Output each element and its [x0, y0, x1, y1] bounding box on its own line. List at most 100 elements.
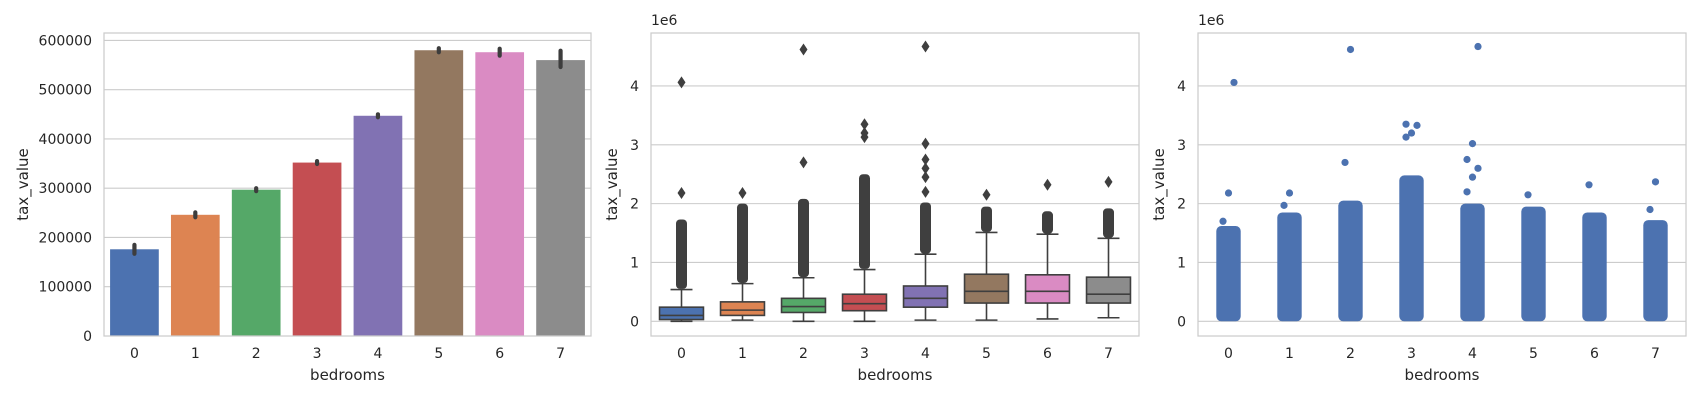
- outlier-marker: [921, 162, 930, 175]
- x-tick-label: 1: [1285, 346, 1294, 362]
- strip-point: [1468, 173, 1477, 181]
- outlier-marker: [738, 187, 747, 200]
- x-tick-label: 7: [556, 346, 565, 362]
- outlier-band: [859, 174, 870, 269]
- y-tick-label: 200000: [39, 230, 92, 246]
- y-tick-label: 4: [630, 79, 639, 95]
- outlier-marker: [982, 188, 991, 201]
- bar: [536, 60, 585, 336]
- y-tick-label: 1: [630, 255, 639, 271]
- strip-plot-panel: 0 1 2 3 4 0 1 2 3 4 5 6 7 bedrooms tax_value 1e6: [1150, 13, 1687, 384]
- box: [902, 285, 949, 308]
- axes-frame: [1197, 32, 1687, 337]
- y-tick-label: 4: [1177, 79, 1186, 95]
- y-offset-label: 1e6: [651, 13, 678, 29]
- box: [658, 306, 705, 321]
- box: [1085, 276, 1132, 304]
- x-axis-label: bedrooms: [1405, 366, 1480, 384]
- y-tick-label: 2: [630, 197, 639, 213]
- x-tick-label: 4: [373, 346, 382, 362]
- outlier-band: [737, 203, 748, 284]
- strip-point: [1524, 191, 1532, 199]
- y-axis-label: tax_value: [603, 148, 622, 220]
- outlier-marker: [921, 171, 930, 184]
- y-tick-label: 400000: [39, 132, 92, 148]
- box: [719, 301, 766, 317]
- strip-point: [1224, 189, 1233, 197]
- strip-band: [1338, 200, 1363, 322]
- bar: [414, 50, 464, 337]
- x-tick-label: 1: [738, 346, 747, 362]
- strip-point: [1413, 121, 1421, 129]
- x-tick-label: 6: [495, 346, 504, 362]
- bar-chart-panel: 0 100000 200000 300000 400000 500000 600000 0 1 2…: [14, 32, 592, 384]
- x-tick-label: 5: [1529, 346, 1538, 362]
- x-axis-label: bedrooms: [310, 366, 385, 384]
- outlier-marker: [921, 40, 930, 53]
- strip-point: [1346, 45, 1355, 54]
- x-axis-label: bedrooms: [858, 366, 933, 384]
- y-tick-label: 100000: [39, 280, 92, 296]
- outlier-marker: [860, 127, 869, 140]
- bar: [110, 249, 159, 336]
- outlier-marker: [921, 185, 930, 198]
- strip-point: [1402, 133, 1410, 141]
- outlier-marker: [799, 43, 808, 56]
- y-tick-label: 3: [630, 138, 639, 154]
- outlier-marker: [921, 153, 930, 166]
- x-tick-label: 4: [921, 346, 930, 362]
- strip-point: [1474, 42, 1482, 51]
- strip-point: [1646, 205, 1654, 214]
- strip-point: [1407, 129, 1416, 137]
- x-tick-label: 3: [860, 346, 869, 362]
- strip-point: [1285, 189, 1294, 197]
- x-tick-label: 0: [130, 346, 139, 362]
- bar: [170, 214, 220, 336]
- outlier-marker: [860, 118, 869, 131]
- y-tick-label: 1: [1177, 255, 1186, 271]
- x-tick-label: 2: [252, 346, 261, 362]
- strip-point: [1341, 158, 1349, 167]
- x-tick-label: 4: [1468, 346, 1477, 362]
- outlier-band: [1103, 208, 1114, 238]
- y-axis-label: tax_value: [14, 148, 33, 220]
- outlier-band: [920, 202, 931, 254]
- outlier-band: [798, 198, 809, 278]
- y-offset-label: 1e6: [1198, 13, 1225, 29]
- bar: [292, 162, 342, 336]
- y-tick-label: 0: [630, 314, 639, 330]
- strip-point: [1402, 120, 1410, 128]
- x-tick-label: 2: [799, 346, 808, 362]
- strip-band: [1399, 175, 1424, 322]
- axes-frame: [650, 32, 1140, 337]
- y-tick-label: 0: [1177, 314, 1186, 330]
- outlier-band: [676, 219, 687, 289]
- x-tick-label: 0: [1224, 346, 1233, 362]
- y-tick-label: 3: [1177, 138, 1186, 154]
- box-plot-panel: 0 1 2 3 4 0 1 2 3 4 5 6 7 bedrooms tax_value 1e6: [603, 13, 1140, 384]
- outlier-marker: [799, 156, 808, 169]
- box: [1024, 274, 1071, 304]
- strip-band: [1521, 206, 1546, 322]
- box: [841, 293, 888, 312]
- bar: [231, 189, 281, 336]
- x-tick-label: 3: [313, 346, 322, 362]
- y-tick-label: 0: [83, 329, 92, 345]
- strip-point: [1463, 188, 1471, 196]
- x-tick-label: 0: [677, 346, 686, 362]
- x-tick-label: 3: [1407, 346, 1416, 362]
- y-tick-label: 500000: [39, 83, 92, 99]
- strip-point: [1280, 201, 1288, 209]
- x-tick-label: 2: [1346, 346, 1355, 362]
- outlier-marker: [1043, 178, 1052, 191]
- x-tick-label: 6: [1043, 346, 1052, 362]
- outlier-marker: [921, 137, 930, 150]
- box: [963, 273, 1010, 304]
- strip-point: [1219, 217, 1227, 225]
- strip-point: [1651, 178, 1660, 186]
- y-tick-label: 2: [1177, 197, 1186, 213]
- strip-band: [1216, 225, 1241, 322]
- outlier-band: [981, 206, 992, 232]
- bar: [353, 115, 403, 337]
